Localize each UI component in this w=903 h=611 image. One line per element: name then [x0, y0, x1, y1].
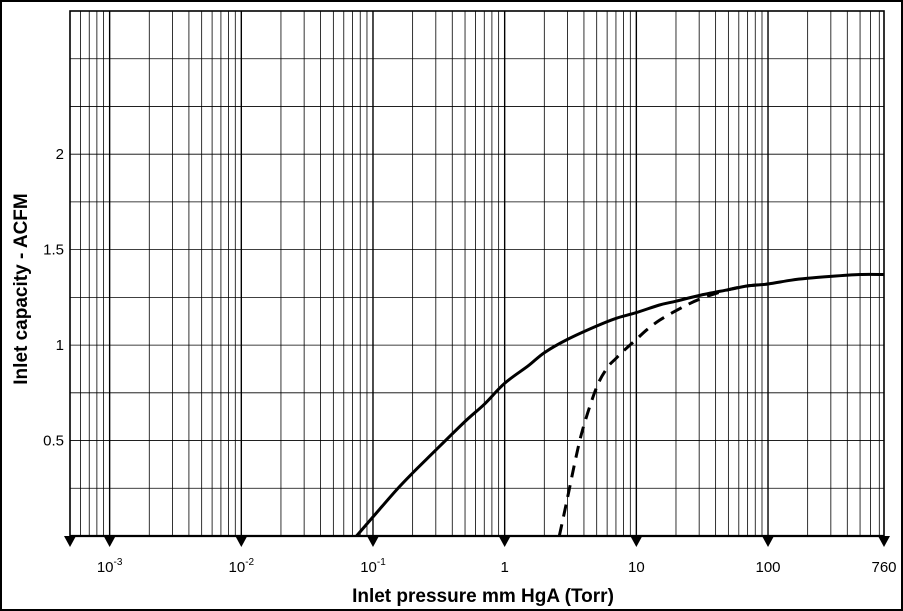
x-tick-label: 10 [628, 559, 645, 576]
x-tick-label: 760 [871, 559, 896, 576]
y-tick-label: 0.5 [43, 433, 64, 450]
x-tick-marker [366, 536, 379, 547]
axis-layer: 10-3 10-2 10-1 1 10 100 760 0.5 1 1.5 2 [43, 10, 897, 576]
series-layer [355, 272, 885, 537]
x-tick-marker [498, 536, 511, 547]
x-tick-label: 100 [756, 559, 781, 576]
x-tick-marker [235, 536, 248, 547]
x-axis-title: Inlet pressure mm HgA (Torr) [352, 586, 614, 607]
x-tick-marker [103, 536, 116, 547]
x-tick-label: 10-3 [97, 557, 123, 576]
x-tick-label: 10-2 [229, 557, 255, 576]
y-tick-label: 1.5 [43, 242, 64, 259]
grid [69, 10, 884, 536]
series-line-dashed [557, 282, 769, 537]
series-line-solid [355, 272, 885, 537]
y-tick-label: 1 [56, 337, 64, 354]
y-axis-title: Inlet capacity - ACFM [11, 193, 32, 384]
x-tick-label: 1 [500, 559, 508, 576]
x-tick-marker [878, 536, 890, 547]
x-tick-label: 10-1 [360, 557, 386, 576]
x-tick-marker [630, 536, 643, 547]
x-tick-marker [762, 536, 775, 547]
y-tick-label: 2 [56, 146, 64, 163]
x-axis-start-marker [64, 536, 76, 547]
